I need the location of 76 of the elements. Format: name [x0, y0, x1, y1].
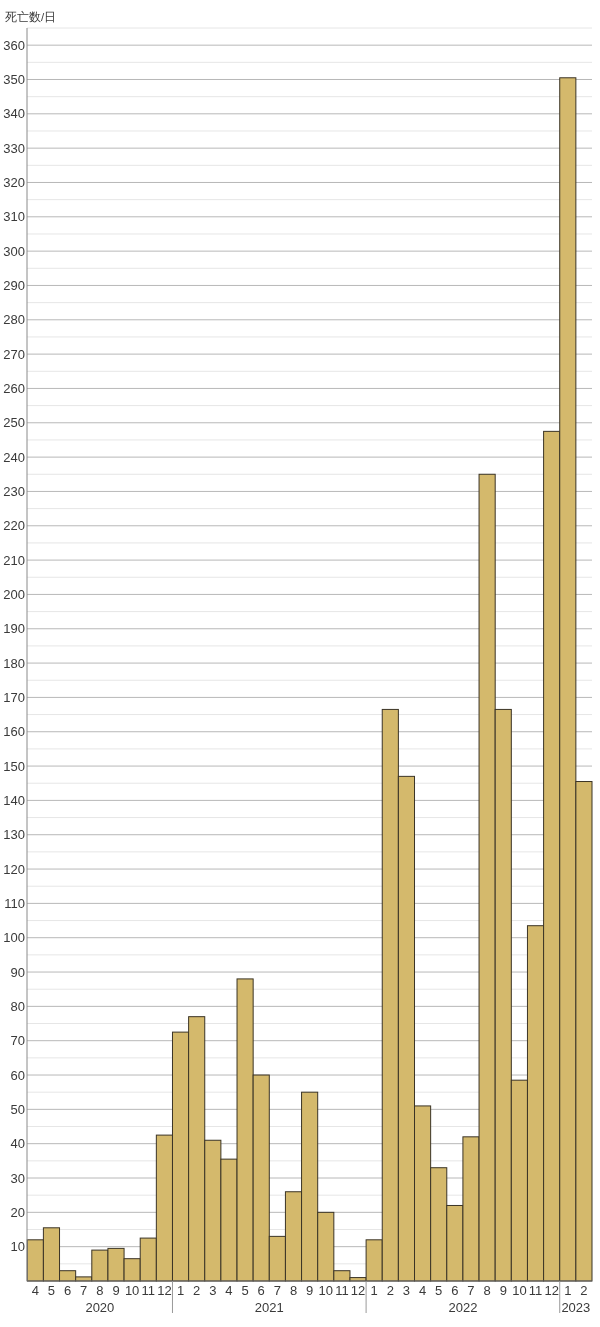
x-tick-label: 5 — [435, 1283, 443, 1298]
x-tick-label: 4 — [31, 1283, 39, 1298]
x-tick-label: 1 — [370, 1283, 378, 1298]
y-tick-label: 330 — [3, 140, 25, 156]
y-tick-label: 160 — [3, 724, 25, 740]
y-tick-label: 240 — [3, 449, 25, 465]
x-tick-label: 10 — [124, 1283, 140, 1298]
y-tick-label: 310 — [3, 209, 25, 225]
text: 2021 — [254, 1300, 284, 1315]
y-tick-label: 320 — [3, 175, 25, 191]
x-tick-label: 8 — [289, 1283, 298, 1298]
x-tick-label: 10 — [318, 1283, 333, 1298]
y-tick-label: 280 — [3, 312, 25, 328]
y-tick-label: 150 — [3, 758, 25, 774]
y-tick-label: 350 — [3, 72, 25, 88]
x-tick-label: 3 — [209, 1283, 217, 1298]
x-tick-label: 2 — [386, 1283, 394, 1298]
x-tick-label: 9 — [306, 1283, 314, 1298]
x-tick-label: 9 — [112, 1283, 120, 1298]
y-tick-label: 300 — [3, 243, 25, 259]
text: 2020 — [85, 1300, 115, 1315]
y-tick-label: 270 — [3, 346, 25, 362]
x-tick-label: 12 — [544, 1283, 559, 1298]
x-tick-label: 8 — [96, 1283, 104, 1298]
y-tick-label: 80 — [10, 998, 25, 1014]
x-tick-label: 8 — [483, 1283, 491, 1298]
y-tick-label: 110 — [4, 895, 25, 911]
x-tick-label: 5 — [241, 1283, 249, 1298]
x-tick-label: 11 — [335, 1283, 349, 1298]
y-tick-label: 180 — [3, 655, 25, 671]
y-tick-label: 140 — [3, 792, 25, 808]
y-tick-label: 70 — [10, 1033, 25, 1049]
y-tick-label: 60 — [10, 1067, 25, 1083]
y-tick-label: 190 — [3, 621, 25, 637]
y-tick-label: 340 — [3, 106, 25, 122]
y-tick-label: 10 — [10, 1239, 25, 1255]
x-tick-label: 1 — [176, 1283, 185, 1298]
x-tick-label: 6 — [451, 1283, 459, 1298]
y-tick-label: 50 — [10, 1101, 25, 1117]
x-tick-label: 4 — [418, 1283, 427, 1298]
text: 2023 — [561, 1300, 591, 1315]
y-tick-label: 130 — [3, 827, 25, 843]
x-tick-label: 1 — [564, 1283, 572, 1298]
y-tick-label: 120 — [3, 861, 25, 877]
y-axis-title: 死亡数/日 — [5, 10, 57, 23]
x-tick-label: 10 — [512, 1283, 527, 1298]
x-tick-label: 5 — [47, 1283, 56, 1298]
x-tick-label: 11 — [528, 1283, 543, 1298]
y-tick-label: 20 — [10, 1204, 25, 1220]
y-tick-label: 290 — [3, 278, 25, 294]
x-tick-label: 11 — [141, 1283, 156, 1298]
y-tick-label: 220 — [3, 518, 25, 534]
y-tick-label: 90 — [10, 964, 25, 980]
x-tick-label: 4 — [225, 1283, 233, 1298]
x-tick-label: 12 — [157, 1283, 172, 1298]
y-tick-label: 210 — [3, 552, 25, 568]
x-tick-label: 2 — [580, 1283, 588, 1298]
x-tick-label: 9 — [499, 1283, 507, 1298]
x-tick-label: 3 — [402, 1283, 411, 1298]
text: 2022 — [448, 1300, 478, 1315]
y-tick-label: 260 — [3, 381, 25, 396]
y-tick-label: 230 — [3, 483, 25, 499]
x-tick-label: 2 — [193, 1283, 201, 1298]
x-tick-label: 7 — [273, 1283, 281, 1298]
x-tick-label: 7 — [80, 1283, 88, 1298]
y-tick-label: 100 — [3, 930, 25, 946]
x-tick-label: 12 — [350, 1283, 366, 1298]
y-tick-label: 250 — [3, 415, 25, 431]
x-tick-label: 6 — [63, 1283, 72, 1298]
y-tick-label: 360 — [3, 37, 25, 53]
y-tick-label: 170 — [3, 689, 25, 705]
y-tick-label: 200 — [3, 586, 25, 602]
y-tick-label: 30 — [10, 1170, 25, 1186]
x-tick-label: 6 — [257, 1283, 265, 1298]
x-tick-label: 7 — [467, 1283, 475, 1298]
y-tick-label: 40 — [10, 1136, 25, 1152]
